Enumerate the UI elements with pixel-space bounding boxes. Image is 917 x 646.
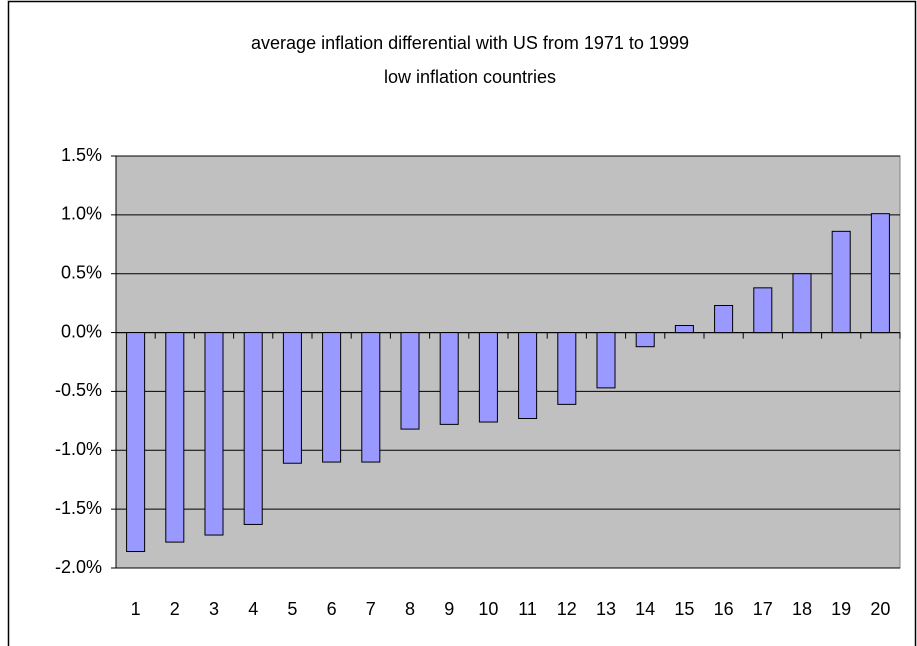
x-tick-label: 13 <box>596 599 616 619</box>
y-tick-label: -2.0% <box>55 557 102 577</box>
x-tick-label: 18 <box>792 599 812 619</box>
x-tick-label: 20 <box>870 599 890 619</box>
x-tick-label: 8 <box>405 599 415 619</box>
x-tick-label: 2 <box>170 599 180 619</box>
x-tick-label: 12 <box>557 599 577 619</box>
bar <box>361 332 381 463</box>
bar <box>282 332 302 464</box>
x-tick-label: 3 <box>209 599 219 619</box>
y-tick-label: -1.5% <box>55 498 102 518</box>
x-tick-label: 9 <box>444 599 454 619</box>
chart-subtitle: low inflation countries <box>384 67 556 87</box>
bar <box>243 332 263 525</box>
y-tick-label: -0.5% <box>55 380 102 400</box>
x-tick-label: 16 <box>714 599 734 619</box>
bar <box>674 325 694 334</box>
bar <box>557 332 577 405</box>
x-tick-label: 11 <box>518 599 537 619</box>
bar <box>518 332 538 420</box>
bar <box>635 332 655 348</box>
bar <box>792 273 812 334</box>
plot-area <box>115 155 901 569</box>
x-tick-label: 15 <box>674 599 694 619</box>
x-tick-label: 17 <box>753 599 773 619</box>
x-tick-label: 4 <box>248 599 258 619</box>
x-tick-label: 6 <box>327 599 337 619</box>
y-tick-label: 1.5% <box>61 145 102 165</box>
bar <box>478 332 498 423</box>
bar <box>126 332 146 553</box>
x-tick-label: 7 <box>366 599 376 619</box>
bar <box>322 332 342 463</box>
chart-title: average inflation differential with US f… <box>251 33 689 53</box>
bar <box>714 304 734 334</box>
bar <box>596 332 616 389</box>
bar <box>400 332 420 430</box>
bar <box>753 287 773 334</box>
x-tick-label: 1 <box>131 599 141 619</box>
y-tick-label: 0.0% <box>61 321 102 341</box>
y-tick-label: 1.0% <box>61 204 102 224</box>
y-tick-label: 0.5% <box>61 262 102 282</box>
bar <box>870 213 890 334</box>
bar <box>204 332 224 536</box>
x-tick-label: 5 <box>287 599 297 619</box>
bar <box>165 332 185 543</box>
x-tick-label: 14 <box>635 599 655 619</box>
bar <box>439 332 459 425</box>
x-tick-label: 19 <box>831 599 851 619</box>
bar <box>831 230 851 334</box>
y-tick-label: -1.0% <box>55 439 102 459</box>
x-tick-label: 10 <box>478 599 498 619</box>
